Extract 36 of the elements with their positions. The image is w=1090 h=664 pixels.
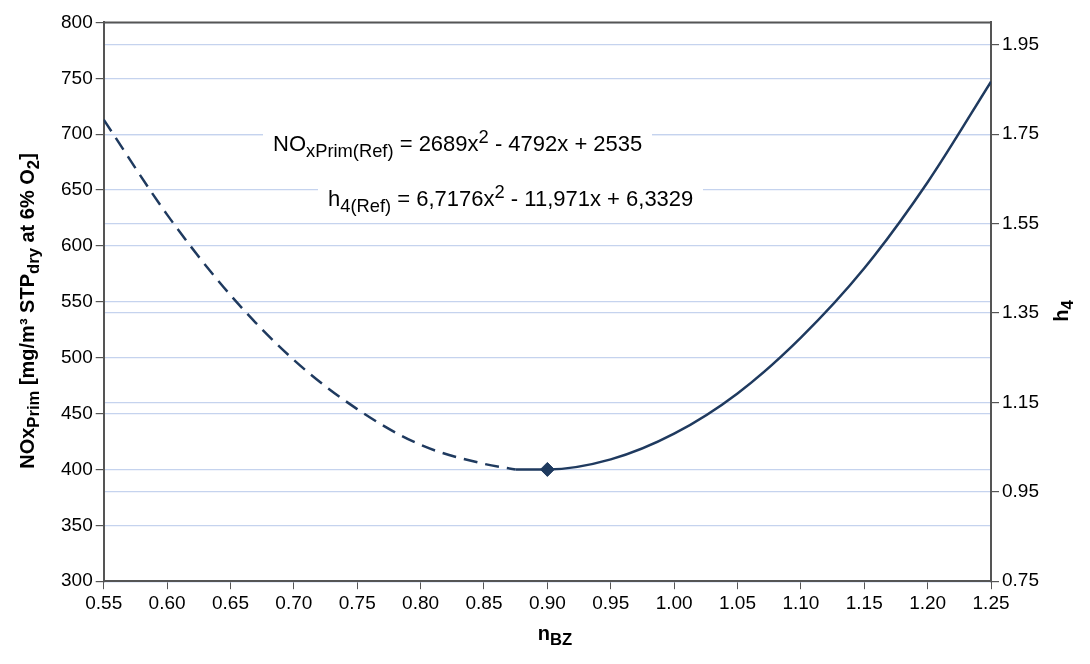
x-axis-title: n$_{BZ}$: [536, 622, 574, 650]
x-tick-label: 0.70: [275, 591, 313, 613]
x-tick-label: 0.85: [465, 591, 503, 613]
x-tick-label: 1.20: [909, 591, 947, 613]
y-tick-label: 650: [61, 178, 93, 200]
y-tick-label: 400: [61, 457, 93, 479]
y-tick-label: 800: [61, 10, 93, 32]
x-tick-label: 0.95: [592, 591, 630, 613]
x-tick-label: 1.15: [845, 591, 883, 613]
x-tick-label: 1.05: [719, 591, 756, 613]
y-tick-label: 500: [61, 345, 93, 367]
y2-tick-label: 1.35: [1002, 301, 1039, 323]
x-tick-label: 0.65: [211, 591, 249, 613]
x-tick-label: 0.75: [338, 591, 376, 613]
y-tick-label: 600: [61, 234, 93, 256]
y2-tick-label: 1.55: [1002, 211, 1039, 233]
x-tick-label: 0.90: [528, 591, 566, 613]
x-tick-label: 1.10: [782, 591, 820, 613]
y2-tick-label: 0.95: [1002, 480, 1039, 502]
y-tick-label: 300: [61, 569, 93, 591]
annotation: NO$_{xPrim(Ref)}$ = 2689x$^{2}$ - 4792x + 2535: [263, 126, 653, 162]
y2-tick-label: 1.95: [1002, 32, 1039, 54]
x-tick-label: 1.00: [655, 591, 693, 613]
y-tick-label: 350: [61, 513, 93, 535]
y2-tick-label: 1.15: [1002, 390, 1039, 412]
x-tick-label: 0.55: [85, 591, 123, 613]
y-tick-label: 750: [61, 66, 93, 88]
y-tick-label: 550: [61, 290, 93, 312]
y2-tick-label: 1.75: [1002, 122, 1039, 144]
x-tick-label: 1.25: [972, 591, 1010, 613]
x-tick-label: 0.60: [148, 591, 186, 613]
x-tick-label: 0.80: [402, 591, 440, 613]
y-tick-label: 700: [61, 122, 93, 144]
y-tick-label: 450: [61, 401, 93, 423]
annotation: h$_{4(Ref)}$ = 6,7176x$^{2}$ - 11,971x + 6,3329: [318, 181, 704, 217]
y2-tick-label: 0.75: [1002, 569, 1039, 591]
